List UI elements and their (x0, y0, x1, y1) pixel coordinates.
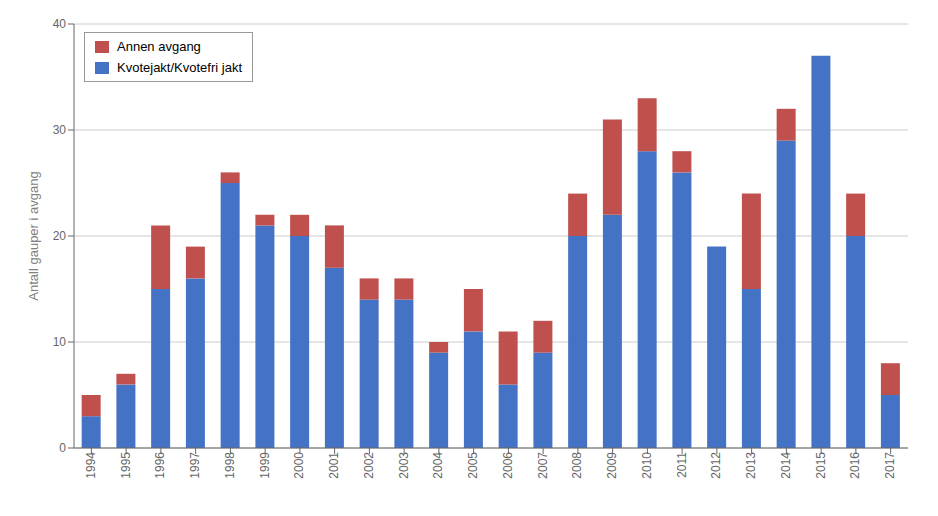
svg-text:1997: 1997 (188, 452, 202, 479)
svg-text:2000: 2000 (292, 452, 306, 479)
svg-text:2006: 2006 (501, 452, 515, 479)
svg-text:Antall gauper i avgang: Antall gauper i avgang (26, 171, 41, 300)
svg-text:0: 0 (59, 441, 66, 455)
svg-text:2001: 2001 (327, 452, 341, 479)
svg-text:2011: 2011 (675, 452, 689, 478)
svg-text:1998: 1998 (223, 452, 237, 479)
svg-text:10: 10 (53, 335, 67, 349)
svg-text:1994: 1994 (84, 452, 98, 479)
svg-text:1999: 1999 (258, 452, 272, 479)
html-text:Kvotejakt/Kvotefri jakt: Kvotejakt/Kvotefri jakt (117, 60, 242, 75)
svg-text:1995: 1995 (119, 452, 133, 479)
svg-text:2012: 2012 (709, 452, 723, 479)
svg-text:2010: 2010 (640, 452, 654, 479)
svg-text:1996: 1996 (153, 452, 167, 479)
svg-text:2002: 2002 (362, 452, 376, 479)
svg-text:2015: 2015 (814, 452, 828, 479)
svg-text:2017: 2017 (883, 452, 897, 479)
svg-text:2003: 2003 (397, 452, 411, 479)
svg-text:2004: 2004 (431, 452, 445, 479)
html-text:Annen avgang: Annen avgang (117, 39, 201, 54)
svg-text:30: 30 (53, 123, 67, 137)
svg-text:2007: 2007 (536, 452, 550, 479)
svg-text:40: 40 (53, 17, 67, 31)
svg-text:2009: 2009 (605, 452, 619, 479)
svg-text:2013: 2013 (744, 452, 758, 479)
svg-text:2014: 2014 (779, 452, 793, 479)
svg-text:2005: 2005 (466, 452, 480, 479)
svg-text:20: 20 (53, 229, 67, 243)
svg-text:2008: 2008 (570, 452, 584, 479)
svg-text:2016: 2016 (848, 452, 862, 479)
